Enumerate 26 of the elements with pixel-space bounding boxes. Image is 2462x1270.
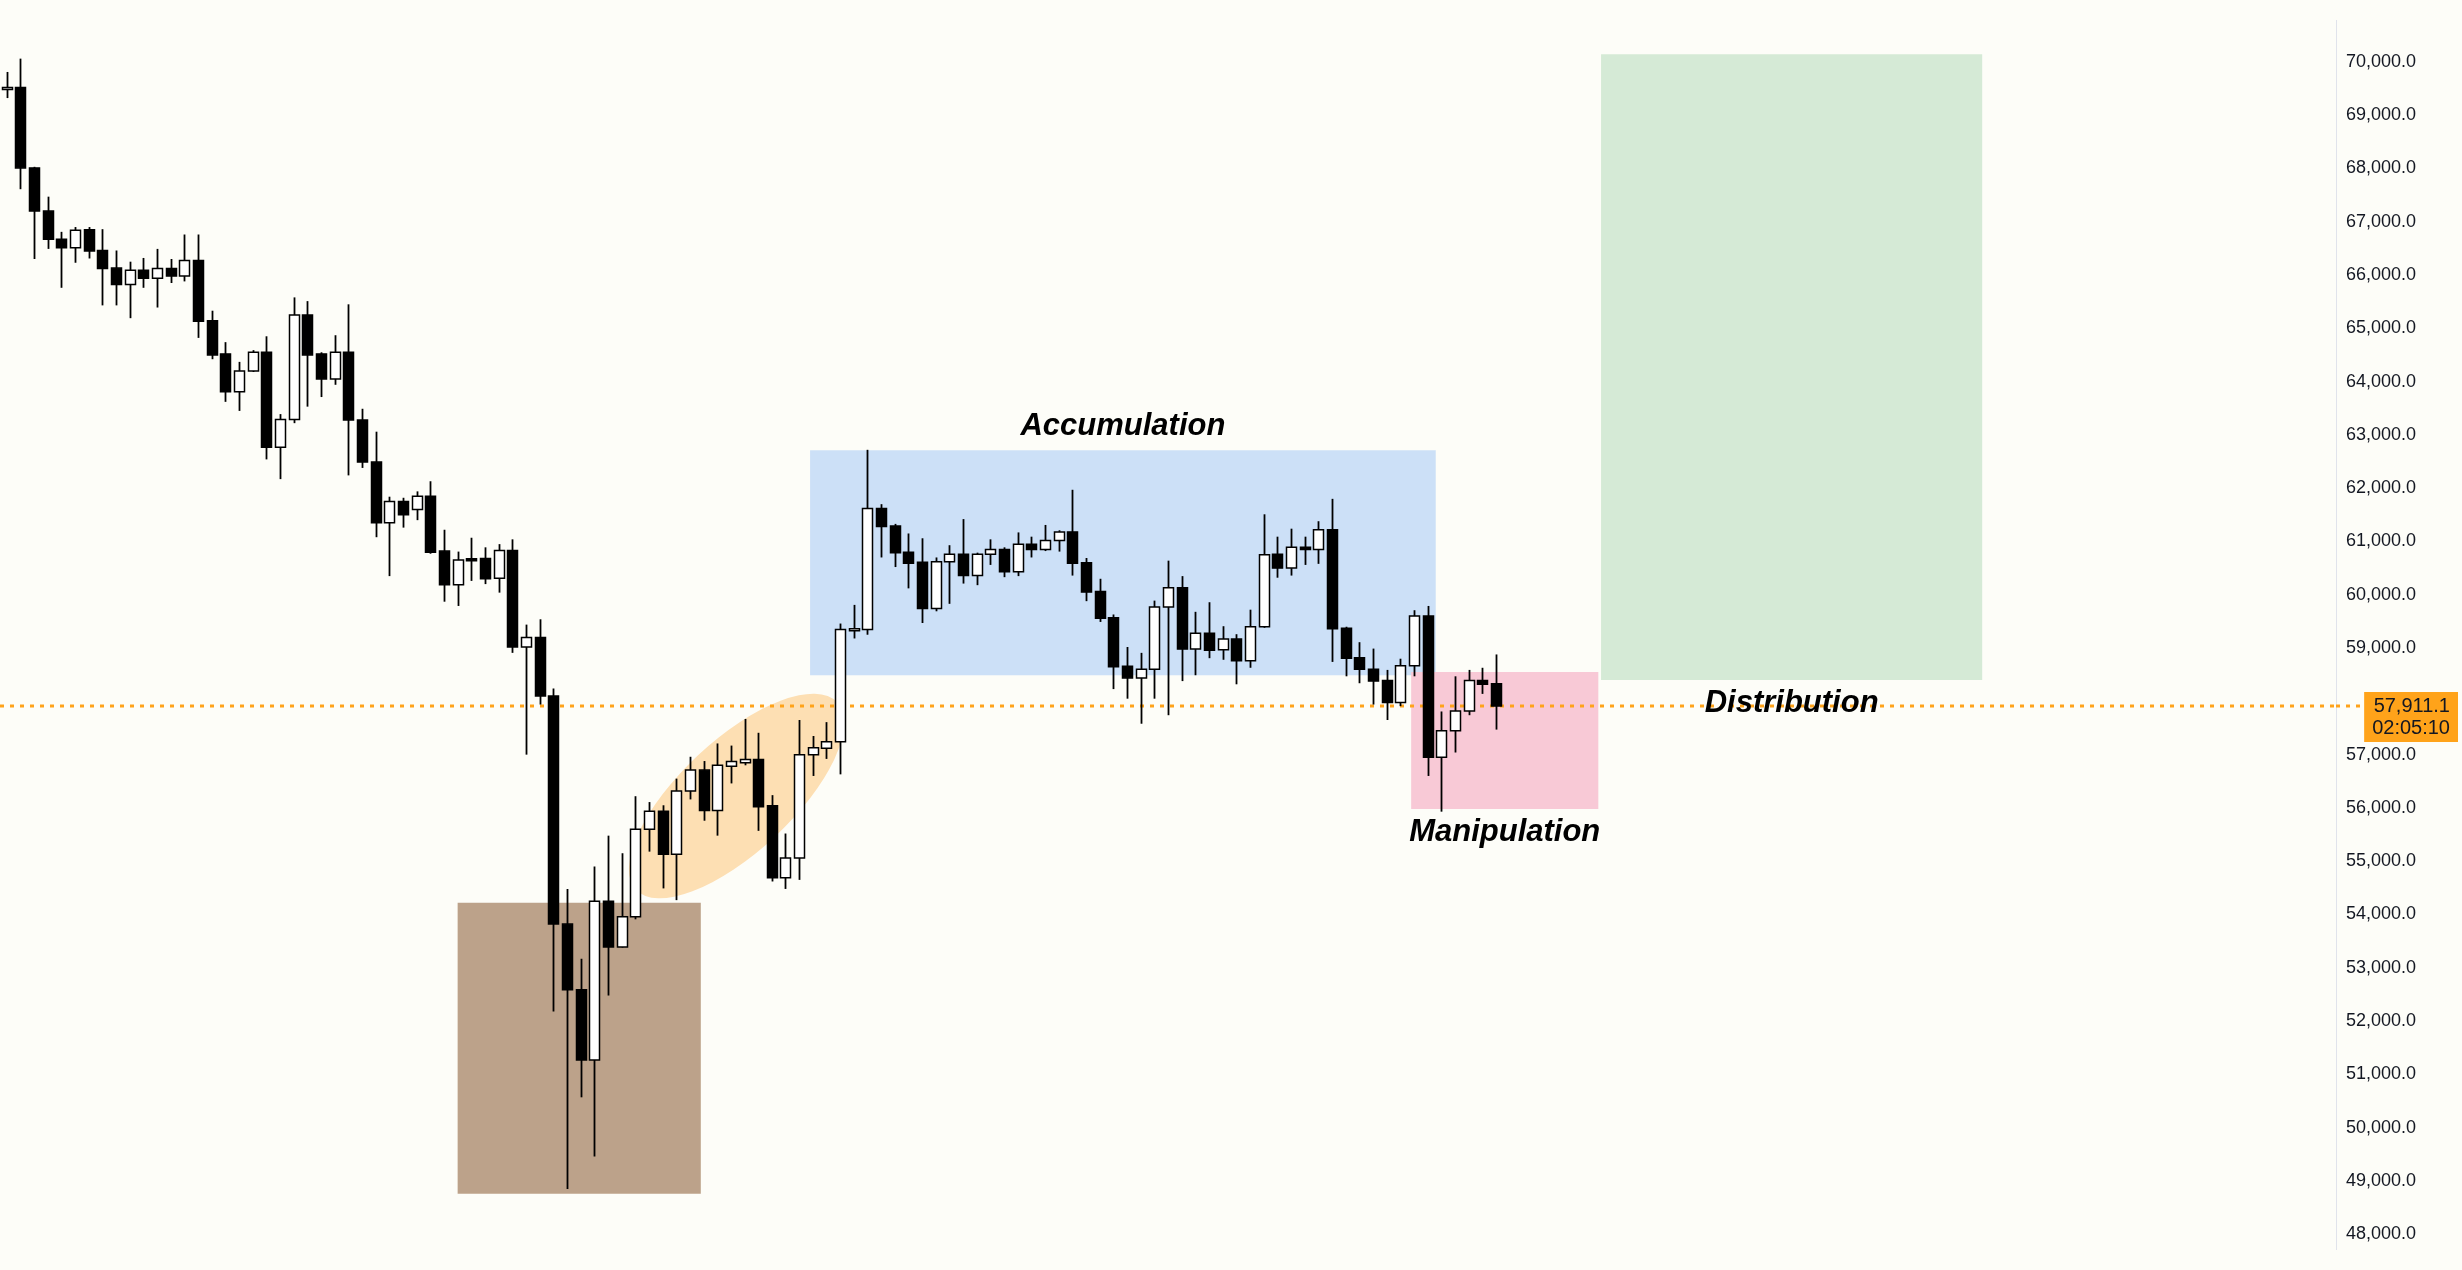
y-tick-label: 62,000.0 xyxy=(2346,477,2417,498)
y-tick-label: 52,000.0 xyxy=(2346,1010,2417,1031)
y-tick-label: 56,000.0 xyxy=(2346,796,2417,817)
y-tick-label: 61,000.0 xyxy=(2346,530,2417,551)
y-tick-label: 60,000.0 xyxy=(2346,583,2417,604)
ref-line-label: 57,911.1 02:05:10 xyxy=(2372,693,2450,738)
y-tick-label: 53,000.0 xyxy=(2346,956,2417,977)
y-tick-label: 69,000.0 xyxy=(2346,104,2417,125)
y-tick-label: 49,000.0 xyxy=(2346,1169,2417,1190)
y-tick-label: 48,000.0 xyxy=(2346,1223,2417,1244)
y-tick-label: 57,000.0 xyxy=(2346,743,2417,764)
y-tick-label: 50,000.0 xyxy=(2346,1116,2417,1137)
y-tick-label: 70,000.0 xyxy=(2346,50,2417,71)
y-tick-label: 55,000.0 xyxy=(2346,850,2417,871)
y-tick-label: 63,000.0 xyxy=(2346,423,2417,444)
y-tick-label: 65,000.0 xyxy=(2346,317,2417,338)
y-tick-label: 59,000.0 xyxy=(2346,637,2417,658)
band-label: Distribution xyxy=(1704,684,1879,720)
y-tick-label: 54,000.0 xyxy=(2346,903,2417,924)
y-tick-label: 68,000.0 xyxy=(2346,157,2417,178)
y-tick-label: 64,000.0 xyxy=(2346,370,2417,391)
y-tick-label: 67,000.0 xyxy=(2346,210,2417,231)
y-tick-label: 66,000.0 xyxy=(2346,263,2417,284)
band-label: Accumulation xyxy=(1019,407,1226,443)
y-tick-label: 51,000.0 xyxy=(2346,1063,2417,1084)
band-label: Manipulation xyxy=(1409,813,1601,849)
